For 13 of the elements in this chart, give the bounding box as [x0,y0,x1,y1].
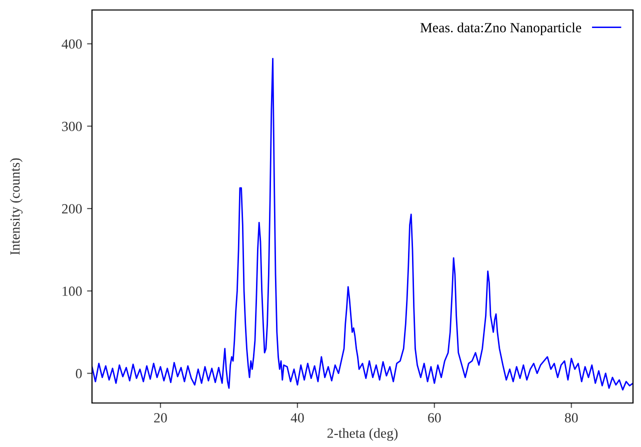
line-series [92,58,633,391]
y-tick-label: 100 [62,286,82,296]
y-tick-label: 400 [62,39,82,49]
y-tick-label: 0 [76,368,82,378]
y-axis-title: Intensity (counts) [10,158,23,255]
x-tick-label: 60 [428,413,441,422]
x-tick-label: 40 [290,413,304,422]
x-tick-label: 80 [564,413,578,422]
y-tick-label: 200 [62,204,82,214]
x-axis-title: 2-theta (deg) [327,428,398,441]
x-tick-label: 20 [154,413,167,422]
legend-label: Meas. data:Zno Nanoparticle [420,22,582,36]
y-tick-label: 300 [62,122,82,132]
